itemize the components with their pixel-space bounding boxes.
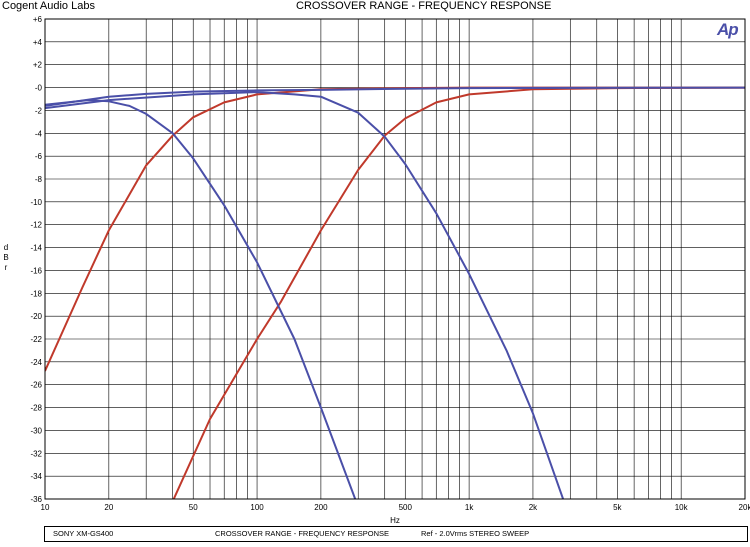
y-tick-label: -16 bbox=[30, 266, 42, 275]
lab-name: Cogent Audio Labs bbox=[2, 0, 95, 12]
y-tick-label: -0 bbox=[35, 84, 43, 93]
y-axis-label-char: d bbox=[3, 243, 9, 252]
plot-frame bbox=[44, 18, 746, 500]
x-tick-label: 20 bbox=[104, 503, 113, 512]
y-tick-label: -2 bbox=[35, 106, 43, 115]
series-line bbox=[45, 86, 745, 372]
x-tick-label: 1k bbox=[465, 503, 474, 512]
x-tick-label: 50 bbox=[189, 503, 198, 512]
y-axis-label-char: r bbox=[4, 263, 8, 272]
series-line bbox=[45, 91, 565, 499]
y-tick-label: -34 bbox=[30, 472, 42, 481]
y-tick-label: -14 bbox=[30, 244, 42, 253]
y-tick-label: +4 bbox=[33, 38, 43, 47]
y-tick-label: -8 bbox=[35, 175, 43, 184]
y-axis-label: d B r bbox=[2, 243, 10, 273]
y-tick-label: -28 bbox=[30, 404, 42, 413]
y-axis-label-char: B bbox=[3, 253, 9, 262]
y-tick-label: +2 bbox=[33, 61, 43, 70]
x-tick-label: 500 bbox=[399, 503, 413, 512]
y-tick-label: -6 bbox=[35, 152, 43, 161]
chart-tick-labels: +6 +4 +2 -0 -2 -4 -6 -8 -10 -12 -14 -16 -18 -20 -22 -24… bbox=[30, 15, 750, 512]
y-tick-label: -26 bbox=[30, 381, 42, 390]
y-tick-label: -4 bbox=[35, 129, 43, 138]
x-tick-label: 200 bbox=[314, 503, 328, 512]
chart-title: CROSSOVER RANGE - FREQUENCY RESPONSE bbox=[296, 0, 552, 12]
x-tick-label: 10 bbox=[41, 503, 50, 512]
chart-series bbox=[45, 86, 745, 499]
y-tick-label: -22 bbox=[30, 335, 42, 344]
x-tick-label: 2k bbox=[529, 503, 538, 512]
y-tick-label: -18 bbox=[30, 289, 42, 298]
x-tick-label: 100 bbox=[250, 503, 264, 512]
y-tick-label: -30 bbox=[30, 426, 42, 435]
series-line bbox=[172, 86, 745, 499]
y-tick-label: -36 bbox=[30, 495, 42, 504]
series-line bbox=[45, 99, 357, 499]
footer-title: CROSSOVER RANGE - FREQUENCY RESPONSE bbox=[215, 529, 390, 538]
x-tick-label: 5k bbox=[613, 503, 622, 512]
y-tick-label: -12 bbox=[30, 221, 42, 230]
series-line bbox=[45, 86, 745, 107]
y-tick-label: -20 bbox=[30, 312, 42, 321]
footer-bar: SONY XM-GS400 CROSSOVER RANGE - FREQUENC… bbox=[44, 526, 748, 542]
y-tick-label: -10 bbox=[30, 198, 42, 207]
x-axis-label: Hz bbox=[390, 516, 400, 525]
y-tick-label: +6 bbox=[33, 15, 43, 24]
chart-grid bbox=[44, 18, 746, 500]
y-tick-label: -24 bbox=[30, 358, 42, 367]
y-tick-label: -32 bbox=[30, 449, 42, 458]
x-tick-label: 20k bbox=[739, 503, 750, 512]
footer-device: SONY XM-GS400 bbox=[53, 529, 114, 538]
footer-info: Ref - 2.0Vrms STEREO SWEEP bbox=[421, 529, 530, 538]
ap-logo: Ap bbox=[717, 20, 739, 39]
x-tick-label: 10k bbox=[675, 503, 689, 512]
